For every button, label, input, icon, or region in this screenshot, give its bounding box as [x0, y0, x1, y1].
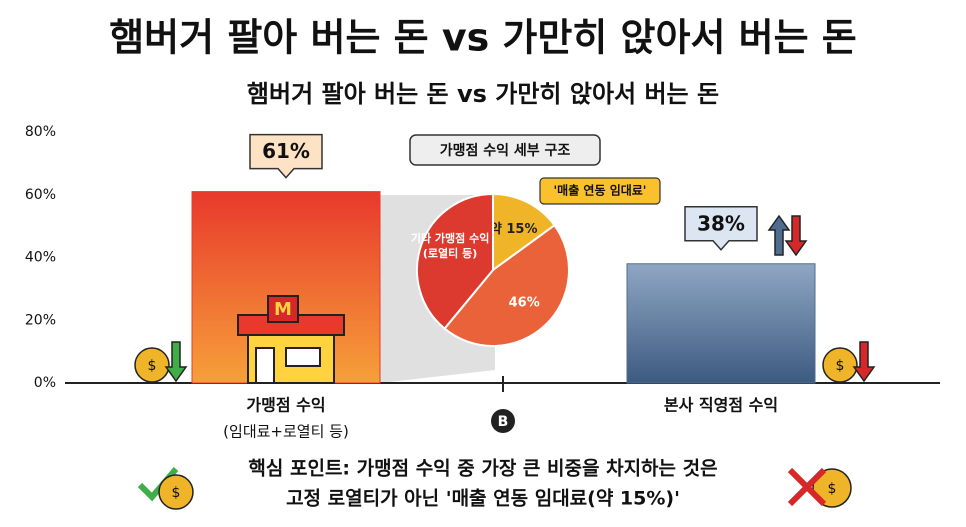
title: 햄버거 팔아 버는 돈 vs 가만히 앉아서 버는 돈	[109, 16, 857, 60]
bar	[626, 263, 816, 384]
pie-slice	[443, 223, 570, 347]
callout-box	[249, 133, 323, 179]
x-tick-label: 본사 직영점 수익	[664, 396, 778, 415]
pie-category: 기타 가맹점 수익 (로열티 등)	[410, 231, 490, 260]
svg-text:$: $	[148, 358, 157, 374]
y-tick-label: 80%	[25, 124, 56, 140]
subtitle: 햄버거 팔아 버는 돈 vs 가만히 앉아서 버는 돈	[247, 80, 719, 108]
pie-title-box	[409, 134, 601, 166]
pie-value-label: 46%	[509, 296, 540, 311]
value-label: 61%	[262, 139, 310, 163]
callout-box	[684, 206, 758, 251]
svg-text:$: $	[836, 358, 845, 374]
value-label: 38%	[697, 211, 745, 235]
y-tick-label: 0%	[34, 375, 56, 391]
pie-value-label: 약 15%	[490, 221, 538, 237]
y-tick-label: 40%	[25, 250, 56, 266]
y-tick-label: 20%	[25, 312, 56, 328]
svg-text:$: $	[172, 485, 181, 501]
svg-text:M: M	[274, 299, 292, 320]
svg-text:$: $	[828, 481, 837, 497]
annotation-box	[539, 177, 661, 205]
money-bag-icons: $ $ $ $	[134, 214, 876, 510]
footer-line: 핵심 포인트: 가맹점 수익 중 가장 큰 비중을 차지하는 것은	[248, 458, 717, 480]
y-tick-label: 60%	[25, 187, 56, 203]
logo-circle	[491, 409, 515, 433]
footer-line: 고정 로열티가 아닌 '매출 연동 임대료(약 15%)'	[286, 488, 680, 510]
store-icon: M	[237, 295, 345, 384]
pie-title: 가맹점 수익 세부 구조	[440, 142, 571, 159]
logo: B	[498, 414, 509, 430]
pie-slice	[416, 192, 494, 330]
x-tick-label: 가맹점 수익	[246, 396, 325, 415]
pie-slice	[492, 192, 556, 272]
annotation: (임대료+로열티 등)	[223, 423, 349, 441]
pie-category: '매출 연동 임대료'	[554, 183, 647, 198]
